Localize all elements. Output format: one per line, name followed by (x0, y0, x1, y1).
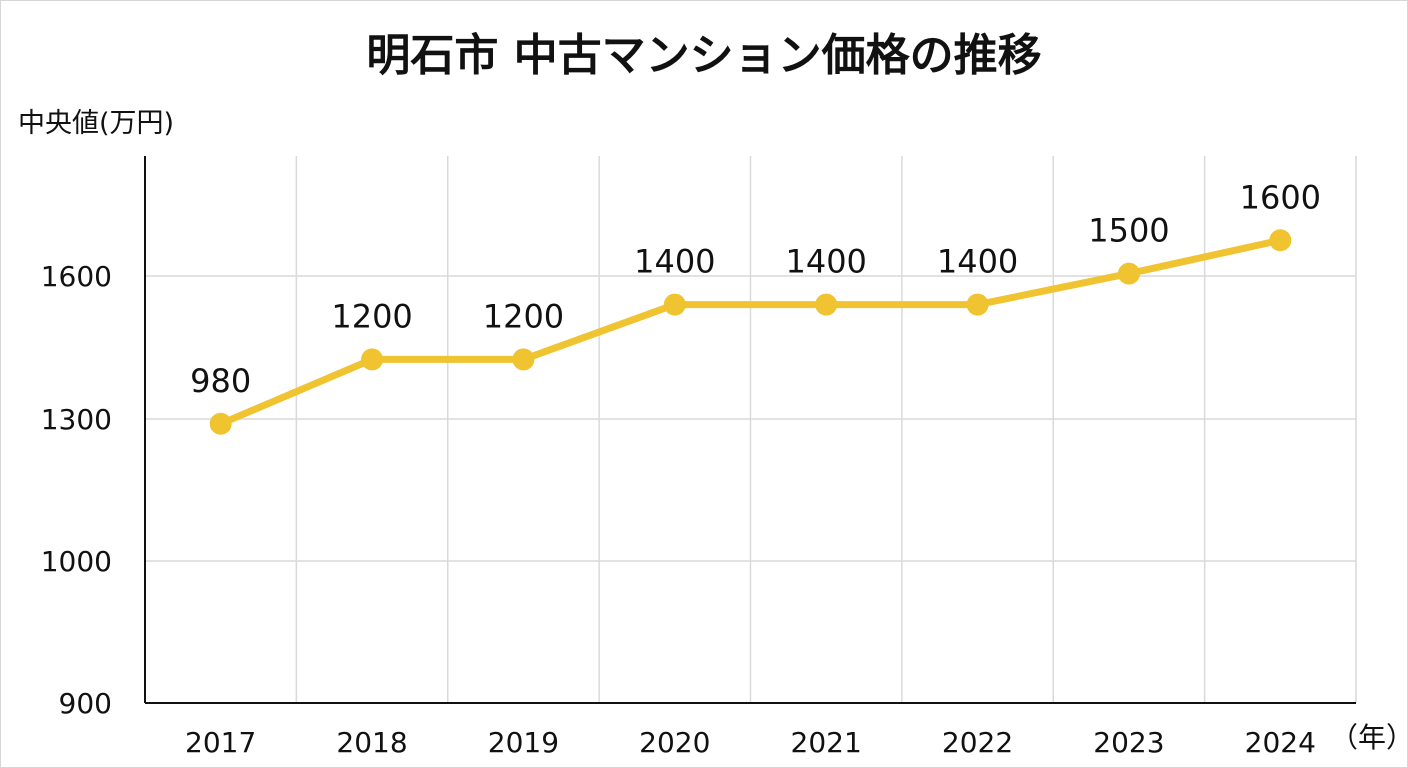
data-point (209, 412, 232, 435)
data-label: 1500 (1088, 212, 1169, 250)
y-tick-label: 1600 (41, 260, 112, 293)
grid-lines (145, 156, 1357, 703)
data-labels: 980 1200 1200 1400 1400 1400 1500 1600 (190, 178, 1321, 400)
y-tick-labels: 900 1000 1300 1600 (41, 260, 112, 720)
y-tick-label: 1000 (41, 545, 112, 578)
data-label: 1600 (1240, 178, 1321, 216)
series-line (217, 236, 1284, 428)
data-point (361, 348, 384, 371)
x-tick-label: 2019 (488, 726, 559, 759)
x-axis-unit-label: （年） (1330, 721, 1408, 754)
axes (144, 156, 1356, 704)
x-tick-label: 2022 (942, 726, 1013, 759)
x-tick-label: 2017 (185, 726, 256, 759)
y-axis-label: 中央値(万円) (18, 108, 175, 139)
data-label: 980 (190, 362, 251, 400)
x-tick-label: 2021 (791, 726, 862, 759)
data-label: 1200 (331, 297, 412, 335)
data-label: 1400 (634, 243, 715, 281)
data-point (966, 293, 989, 316)
x-tick-label: 2024 (1245, 726, 1316, 759)
x-tick-label: 2018 (336, 726, 407, 759)
series-layer (209, 229, 1292, 435)
data-label: 1400 (937, 243, 1018, 281)
data-label: 1400 (785, 243, 866, 281)
y-tick-label: 900 (59, 687, 112, 720)
data-label: 1200 (483, 297, 564, 335)
data-point (512, 348, 535, 371)
data-point (1117, 262, 1140, 285)
chart-title: 明石市 中古マンション価格の推移 (366, 30, 1042, 81)
data-point (663, 293, 686, 316)
data-point (1269, 229, 1292, 252)
y-tick-label: 1300 (41, 403, 112, 436)
data-point (815, 293, 838, 316)
x-tick-label: 2023 (1093, 726, 1164, 759)
x-tick-label: 2020 (639, 726, 710, 759)
x-tick-labels: 2017 2018 2019 2020 2021 2022 2023 2024 (185, 726, 1316, 759)
